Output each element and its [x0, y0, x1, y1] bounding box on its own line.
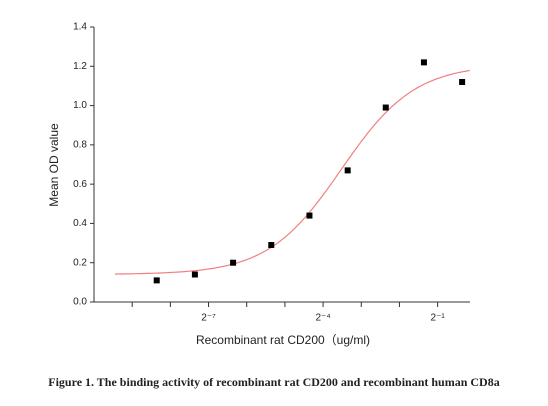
y-tick-label: 1.2 [73, 61, 87, 72]
fit-curve [114, 69, 471, 275]
data-point [420, 59, 427, 66]
y-tick-label: 0.2 [73, 257, 87, 268]
x-tick-label: 2⁻¹ [431, 313, 446, 324]
y-tick-label: 0.6 [73, 179, 87, 190]
data-point [153, 277, 160, 284]
y-tick-label: 1.0 [73, 100, 87, 111]
x-axis-title: Recombinant rat CD200（ug/ml) [196, 333, 370, 347]
data-point [191, 271, 198, 278]
y-tick-label: 0.4 [73, 218, 87, 229]
caption: Figure 1. The binding activity of recomb… [48, 375, 499, 389]
data-point [306, 212, 313, 219]
data-point [344, 167, 351, 174]
y-tick-label: 0.0 [73, 297, 87, 308]
y-axis-title: Mean OD value [47, 123, 61, 207]
y-tick-label: 1.4 [73, 22, 87, 33]
x-tick-label: 2⁻⁴ [316, 313, 331, 324]
x-tick-label: 2⁻⁷ [201, 313, 216, 324]
data-point [382, 104, 389, 111]
data-point [230, 259, 237, 266]
y-tick-label: 0.8 [73, 139, 87, 150]
data-point [459, 79, 466, 85]
data-point [268, 242, 275, 249]
